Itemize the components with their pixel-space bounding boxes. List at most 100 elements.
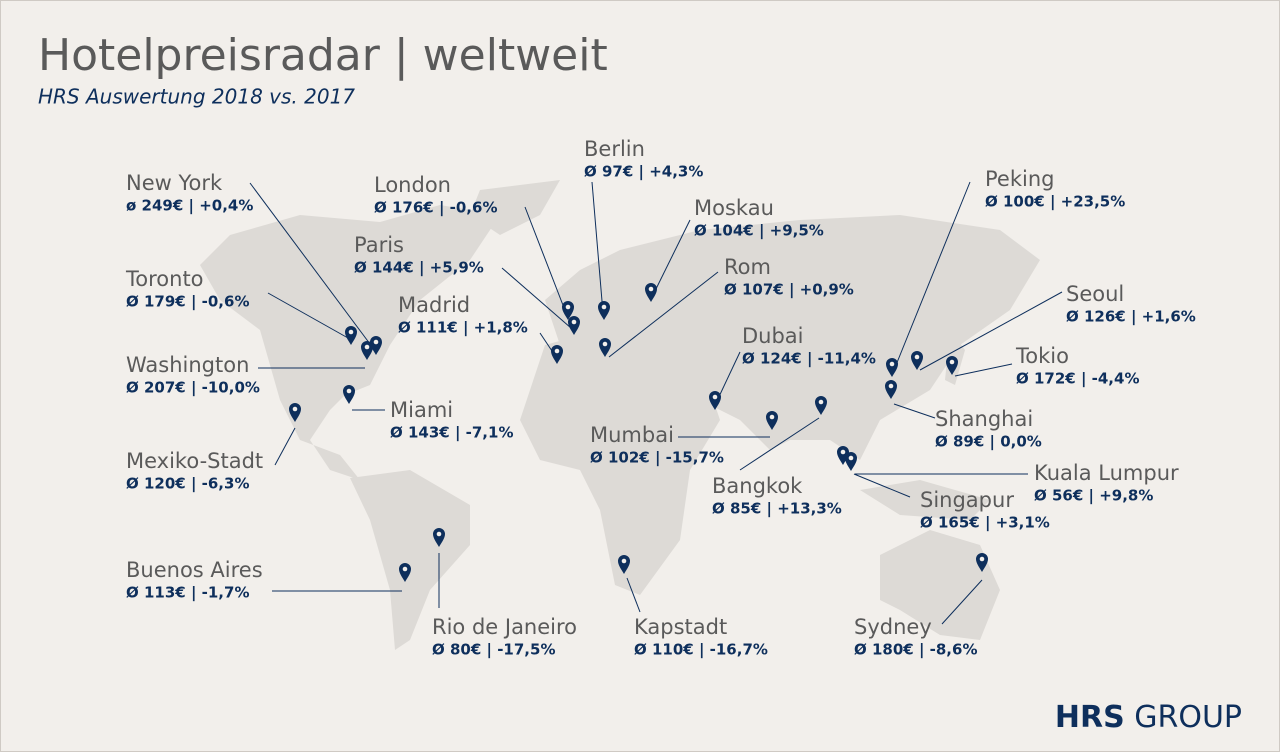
pin-shape — [370, 336, 382, 355]
leader-line — [626, 577, 641, 613]
pin-shape — [946, 356, 958, 375]
city-name: Sydney — [854, 615, 932, 639]
pin — [766, 411, 778, 430]
city-stats: Ø 207€ | -10,0% — [126, 379, 260, 398]
pin — [598, 301, 610, 320]
city-stats: Ø 102€ | -15,7% — [590, 449, 724, 468]
leader-line — [853, 473, 911, 498]
city-stats: Ø 107€ | +0,9% — [724, 281, 854, 300]
city-name: Rom — [724, 255, 771, 279]
city-name: Miami — [390, 398, 453, 422]
pin-hole — [712, 394, 718, 400]
pin — [815, 396, 827, 415]
city-stats: Ø 97€ | +4,3% — [584, 163, 703, 182]
city: Dubai Ø 124€ | -11,4% — [709, 324, 876, 410]
city: Madrid Ø 111€ | +1,8% — [398, 293, 563, 364]
city-stats: Ø 80€ | -17,5% — [432, 641, 555, 660]
city-stats: Ø 180€ | -8,6% — [854, 641, 977, 660]
city: Moskau Ø 104€ | +9,5% — [645, 196, 824, 302]
city: Seoul Ø 126€ | +1,6% — [911, 282, 1196, 371]
city-name: Singapur — [920, 488, 1014, 512]
pin — [433, 528, 445, 547]
pin-shape — [709, 391, 721, 410]
city-name: Peking — [985, 167, 1054, 191]
pin — [946, 356, 958, 375]
pin-hole — [436, 531, 442, 537]
leader-line — [954, 363, 1013, 377]
city-name: Mexiko-Stadt — [126, 449, 263, 473]
pin — [645, 283, 657, 302]
city: Mumbai Ø 102€ | -15,7% — [590, 411, 778, 468]
pin-shape — [343, 385, 355, 404]
pin-hole — [554, 348, 560, 354]
pin-hole — [979, 556, 985, 562]
pin — [399, 563, 411, 582]
pin — [370, 336, 382, 355]
leader-line — [501, 267, 572, 329]
city-name: Rio de Janeiro — [432, 615, 577, 639]
city-name: Shanghai — [935, 407, 1033, 431]
pin-shape — [399, 563, 411, 582]
pin-hole — [402, 566, 408, 572]
pin-hole — [888, 383, 894, 389]
pin-hole — [840, 449, 846, 455]
city-stats: Ø 120€ | -6,3% — [126, 475, 249, 494]
city: Tokio Ø 172€ | -4,4% — [946, 344, 1139, 389]
city-stats: Ø 172€ | -4,4% — [1016, 370, 1139, 389]
leader-line — [524, 206, 567, 314]
city-stats: Ø 100€ | +23,5% — [985, 193, 1125, 212]
pin — [911, 351, 923, 370]
city-stats: Ø 176€ | -0,6% — [374, 199, 497, 218]
pin — [976, 553, 988, 572]
pin-hole — [769, 414, 775, 420]
city-name: Toronto — [125, 267, 204, 291]
pin-hole — [818, 399, 824, 405]
city-stats: Ø 89€ | 0,0% — [935, 433, 1042, 452]
pin — [885, 380, 897, 399]
pin-hole — [949, 359, 955, 365]
pin — [886, 358, 898, 377]
pin-shape — [911, 351, 923, 370]
city: Toronto Ø 179€ | -0,6% — [125, 267, 357, 345]
city-name: Bangkok — [712, 474, 803, 498]
city-name: Madrid — [398, 293, 470, 317]
title: Hotelpreisradar | weltweit — [38, 30, 608, 81]
city: Washington Ø 207€ | -10,0% — [126, 341, 373, 398]
pin-shape — [976, 553, 988, 572]
pin-shape — [837, 446, 849, 465]
pin-shape — [886, 358, 898, 377]
city-stats: Ø 124€ | -11,4% — [742, 350, 876, 369]
city-name: New York — [126, 171, 223, 195]
pin — [562, 301, 574, 320]
leader-line — [652, 219, 691, 296]
leader-line — [941, 579, 983, 625]
city-name: Moskau — [694, 196, 774, 220]
city: Kuala Lumpur Ø 56€ | +9,8% — [837, 446, 1179, 506]
city-name: Seoul — [1066, 282, 1124, 306]
cities: New York ø 249€ | +0,4% Toronto Ø 179€ | -0… — [125, 137, 1196, 660]
pin — [618, 555, 630, 574]
pin-shape — [885, 380, 897, 399]
city-stats: Ø 56€ | +9,8% — [1034, 487, 1153, 506]
city: Bangkok Ø 85€ | +13,3% — [712, 396, 842, 519]
city: Rom Ø 107€ | +0,9% — [599, 255, 854, 358]
city: Paris Ø 144€ | +5,9% — [354, 233, 580, 335]
pin-shape — [551, 345, 563, 364]
pin-hole — [914, 354, 920, 360]
pin-shape — [766, 411, 778, 430]
city: Shanghai Ø 89€ | 0,0% — [885, 380, 1042, 452]
city: Rio de Janeiro Ø 80€ | -17,5% — [432, 528, 577, 660]
leader-line — [274, 427, 296, 466]
pin-shape — [618, 555, 630, 574]
logo-light: GROUP — [1134, 700, 1242, 735]
pin — [343, 385, 355, 404]
pin — [551, 345, 563, 364]
city-stats: Ø 179€ | -0,6% — [126, 293, 249, 312]
pin-shape — [361, 341, 373, 360]
pin-hole — [565, 304, 571, 310]
leader-line — [919, 291, 1063, 371]
logo-bold: HRS — [1055, 700, 1125, 735]
pin — [568, 316, 580, 335]
city: Kapstadt Ø 110€ | -16,7% — [618, 555, 768, 660]
